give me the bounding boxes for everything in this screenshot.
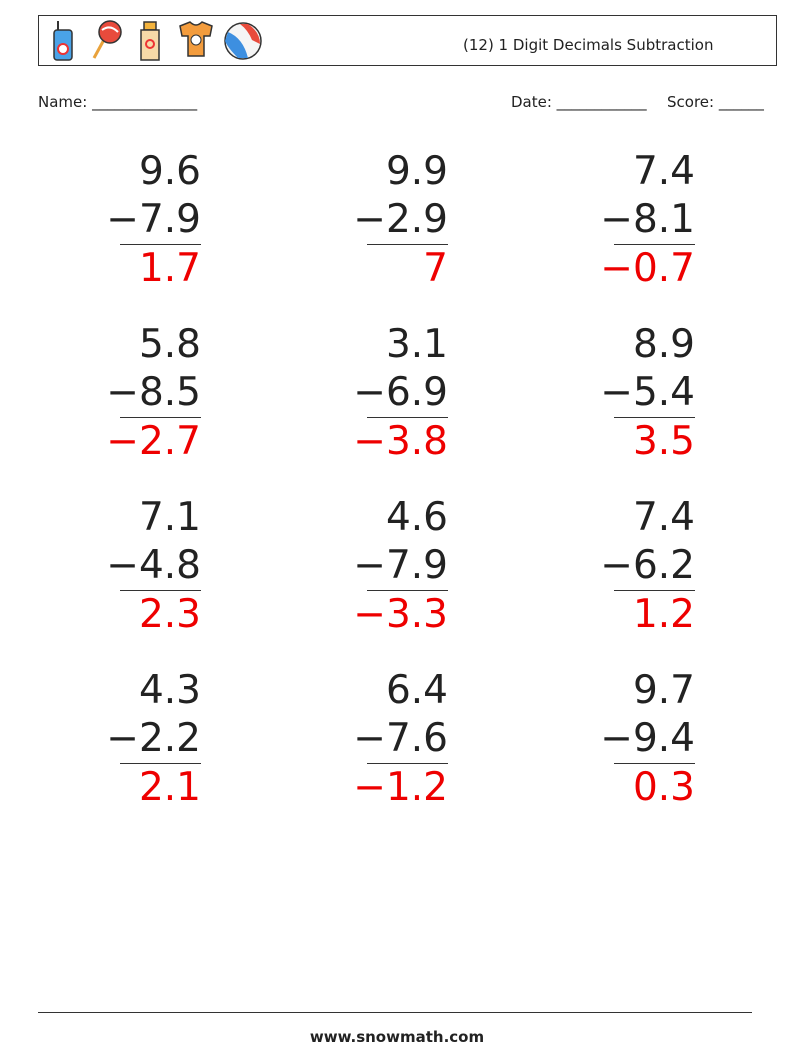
- subtrahend: −8.1: [600, 197, 695, 242]
- answer-rule: [120, 417, 201, 418]
- minuend: 9.7: [632, 668, 695, 713]
- subtrahend: −4.8: [106, 543, 201, 588]
- answer: 1.2: [632, 592, 695, 637]
- minuend: 9.9: [385, 149, 448, 194]
- worksheet-title: (12) 1 Digit Decimals Subtraction: [463, 36, 714, 54]
- answer: 0.3: [632, 765, 695, 810]
- name-field: Name: ______________: [38, 93, 198, 111]
- footer-url: www.snowmath.com: [309, 1028, 485, 1046]
- walkie-icon: [53, 21, 73, 61]
- answer-rule: [614, 417, 695, 418]
- answer-rule: [120, 763, 201, 764]
- minuend: 5.8: [138, 322, 201, 367]
- score-field: Score: ______: [667, 93, 764, 111]
- minuend: 6.4: [385, 668, 448, 713]
- header-icons: [53, 20, 262, 61]
- minuend: 4.3: [138, 668, 201, 713]
- answer-rule: [120, 590, 201, 591]
- answer-rule: [367, 590, 448, 591]
- answer-rule: [614, 763, 695, 764]
- answer: 1.7: [138, 246, 201, 291]
- minuend: 8.9: [632, 322, 695, 367]
- subtrahend: −2.2: [106, 716, 201, 761]
- answer-rule: [614, 244, 695, 245]
- bodysuit-icon: [179, 21, 213, 57]
- date-field: Date: ____________: [511, 93, 647, 111]
- answer-rule: [614, 590, 695, 591]
- subtrahend: −7.9: [353, 543, 448, 588]
- answer: −3.8: [353, 419, 448, 464]
- answer: 2.1: [138, 765, 201, 810]
- minuend: 7.4: [632, 495, 695, 540]
- subtrahend: −6.9: [353, 370, 448, 415]
- answer: −0.7: [600, 246, 695, 291]
- answer-rule: [120, 244, 201, 245]
- answer: −1.2: [353, 765, 448, 810]
- subtrahend: −7.9: [106, 197, 201, 242]
- subtrahend: −5.4: [600, 370, 695, 415]
- answer: −2.7: [106, 419, 201, 464]
- answer: 2.3: [138, 592, 201, 637]
- answer-rule: [367, 417, 448, 418]
- answer: 3.5: [632, 419, 695, 464]
- answer-rule: [367, 763, 448, 764]
- minuend: 7.1: [138, 495, 201, 540]
- header-box: [38, 15, 777, 66]
- minuend: 3.1: [385, 322, 448, 367]
- subtrahend: −9.4: [600, 716, 695, 761]
- minuend: 7.4: [632, 149, 695, 194]
- bottle-icon: [140, 21, 160, 61]
- answer-rule: [367, 244, 448, 245]
- answer: −3.3: [353, 592, 448, 637]
- subtrahend: −7.6: [353, 716, 448, 761]
- footer-line: [38, 1012, 752, 1013]
- subtrahend: −8.5: [106, 370, 201, 415]
- answer: 7: [423, 246, 448, 291]
- minuend: 9.6: [138, 149, 201, 194]
- subtrahend: −2.9: [353, 197, 448, 242]
- subtrahend: −6.2: [600, 543, 695, 588]
- minuend: 4.6: [385, 495, 448, 540]
- lollipop-icon: [92, 20, 122, 59]
- ball-icon: [224, 22, 262, 60]
